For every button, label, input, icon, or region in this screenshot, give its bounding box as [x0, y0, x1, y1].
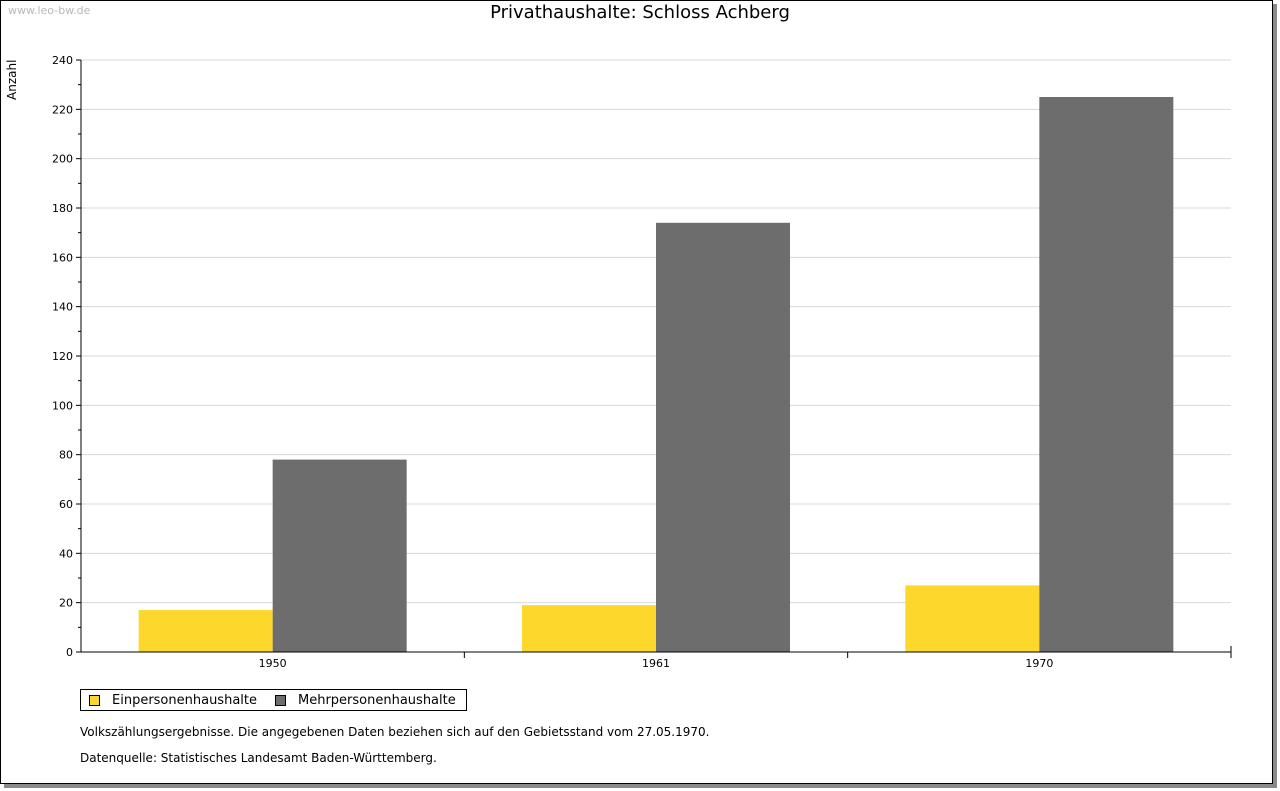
y-tick-label: 200: [52, 153, 73, 166]
chart-title: Privathaushalte: Schloss Achberg: [490, 2, 790, 23]
footnote-source: Datenquelle: Statistisches Landesamt Bad…: [80, 751, 437, 765]
bar-mehrpersonenhaushalte-1961: [656, 222, 790, 653]
legend-label-einpersonen: Einpersonenhaushalte: [112, 692, 257, 708]
y-tick-label: 160: [52, 251, 73, 264]
y-tick-label: 0: [66, 646, 73, 659]
y-tick-label: 100: [52, 399, 73, 412]
bar-mehrpersonenhaushalte-1970: [1039, 97, 1174, 652]
legend-item-mehrpersonen: Mehrpersonenhaushalte: [275, 693, 456, 708]
y-tick-label: 80: [59, 449, 73, 462]
x-tick-label: 1961: [642, 657, 670, 670]
y-tick-label: 220: [52, 103, 73, 116]
y-tick-label: 40: [59, 547, 73, 560]
x-tick-label: 1970: [1025, 657, 1053, 670]
legend-swatch-einpersonen: [89, 694, 100, 706]
x-tick-label: 1950: [259, 657, 287, 670]
legend-swatch-mehrpersonen: [275, 694, 286, 706]
y-tick-label: 20: [59, 597, 73, 610]
y-tick-label: 240: [52, 54, 73, 67]
y-tick-label: 140: [52, 301, 73, 314]
legend-item-einpersonen: Einpersonenhaushalte: [89, 693, 257, 708]
legend-label-mehrpersonen: Mehrpersonenhaushalte: [298, 692, 456, 708]
y-tick-label: 180: [52, 202, 73, 215]
y-tick-label: 60: [59, 498, 73, 511]
y-tick-label: 120: [52, 350, 73, 363]
bar-mehrpersonenhaushalte-1950: [272, 459, 407, 652]
bar-einpersonenhaushalte-1970: [905, 585, 1040, 652]
bar-einpersonenhaushalte-1950: [138, 610, 273, 652]
watermark: www.leo-bw.de: [8, 4, 91, 17]
legend: Einpersonenhaushalte Mehrpersonenhaushal…: [80, 689, 467, 711]
bar-einpersonenhaushalte-1961: [522, 605, 656, 652]
footnote-census: Volkszählungsergebnisse. Die angegebenen…: [80, 725, 710, 739]
